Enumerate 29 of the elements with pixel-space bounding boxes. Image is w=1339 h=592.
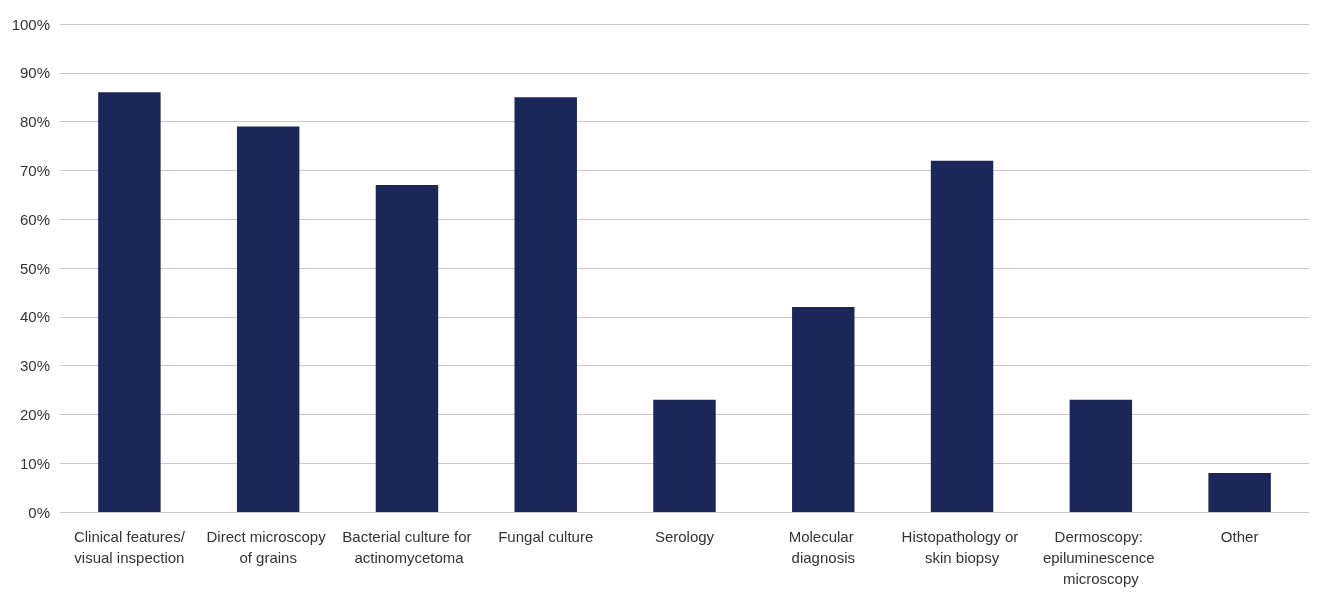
y-tick-label: 90%	[19, 64, 50, 82]
x-tick-label: Clinical features/visual inspection	[73, 528, 186, 566]
y-tick-label: 10%	[19, 454, 50, 472]
y-tick-label: 40%	[19, 308, 50, 326]
x-tick-label: Fungal culture	[498, 528, 594, 545]
x-tick-label: Other	[1220, 528, 1259, 545]
y-tick-label: 60%	[19, 210, 50, 228]
y-tick-label: 70%	[19, 161, 50, 179]
x-tick-label: Molecular diagnosis	[788, 528, 858, 566]
y-tick-label: 30%	[19, 357, 50, 375]
y-tick-label: 80%	[19, 113, 50, 131]
x-tick-label: Histopathology or skin biopsy	[901, 528, 1023, 566]
bar	[98, 92, 161, 512]
x-tick-label: Serology	[654, 528, 715, 545]
bar	[792, 307, 855, 512]
bar	[930, 160, 994, 512]
bar	[1069, 399, 1133, 512]
bar	[514, 97, 577, 512]
x-tick-label: Direct microscopy of grains	[206, 528, 330, 566]
y-tick-label: 20%	[19, 405, 50, 423]
bar	[1208, 472, 1271, 512]
y-tick-label: 0%	[28, 503, 50, 521]
y-tick-label: 50%	[19, 259, 50, 277]
x-tick-label: Dermoscopy: epiluminescence microscopy	[1042, 528, 1159, 587]
bar	[653, 399, 716, 512]
x-tick-label: Bacterial culture for actinomycetoma	[342, 528, 472, 566]
bar	[375, 185, 439, 512]
y-tick-label: 100%	[11, 15, 50, 33]
bar	[236, 126, 300, 512]
